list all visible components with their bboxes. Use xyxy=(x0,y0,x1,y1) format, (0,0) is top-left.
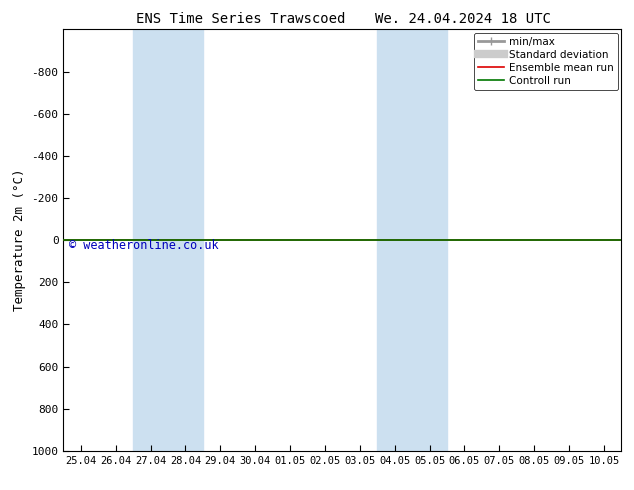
Legend: min/max, Standard deviation, Ensemble mean run, Controll run: min/max, Standard deviation, Ensemble me… xyxy=(474,32,618,90)
Bar xyxy=(133,29,203,451)
Y-axis label: Temperature 2m (°C): Temperature 2m (°C) xyxy=(13,169,26,311)
Text: We. 24.04.2024 18 UTC: We. 24.04.2024 18 UTC xyxy=(375,12,551,26)
Text: © weatheronline.co.uk: © weatheronline.co.uk xyxy=(69,239,219,252)
Bar xyxy=(377,29,447,451)
Text: ENS Time Series Trawscoed: ENS Time Series Trawscoed xyxy=(136,12,346,26)
